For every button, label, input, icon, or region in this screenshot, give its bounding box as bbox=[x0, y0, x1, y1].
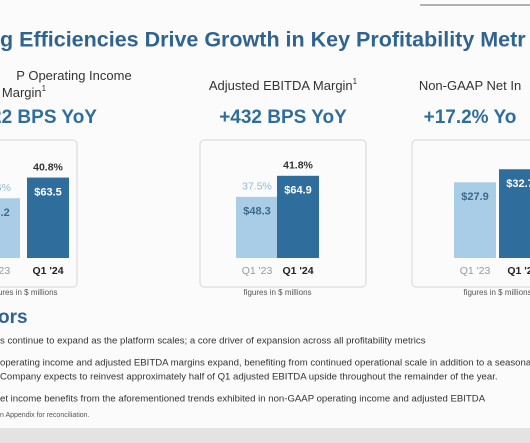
margin-label: 37.5% bbox=[242, 181, 272, 193]
value-label: $32.7 bbox=[506, 178, 530, 190]
x-tick-label: Q1 '23 bbox=[242, 265, 273, 277]
footnote-marker: 1 bbox=[353, 77, 358, 86]
value-label: 47.2 bbox=[0, 207, 10, 219]
chart-title-text: Adjusted EBITDA Margin bbox=[209, 78, 353, 93]
chart-title: Non-GAAP Net In bbox=[419, 78, 521, 93]
value-label: $63.5 bbox=[34, 186, 62, 198]
margin-label: 41.8% bbox=[283, 160, 313, 172]
chart-footer: figures in $ millions bbox=[0, 288, 58, 297]
x-tick-label: 1 '23 bbox=[0, 265, 10, 277]
chart-title: Margin1 bbox=[2, 84, 47, 100]
chart-footer: figures in $ millions bbox=[463, 288, 530, 297]
headline: +432 BPS YoY bbox=[219, 107, 347, 128]
chart-frame bbox=[411, 139, 530, 288]
headline: 22 BPS YoY bbox=[0, 107, 97, 128]
margin-label: 6.6% bbox=[0, 182, 11, 194]
chart-title: Adjusted EBITDA Margin1 bbox=[209, 77, 358, 93]
value-label: $64.9 bbox=[284, 185, 312, 197]
value-label: $48.3 bbox=[243, 206, 271, 218]
x-tick-label: Q1 '23 bbox=[460, 265, 491, 277]
x-tick-label: Q1 '2 bbox=[507, 265, 530, 277]
bar bbox=[0, 198, 20, 258]
footnote: n Appendix for reconciliation. bbox=[0, 412, 90, 419]
chart-title: P Operating Income bbox=[16, 68, 131, 83]
chart-footer: figures in $ millions bbox=[243, 288, 311, 297]
bar bbox=[454, 182, 496, 258]
bullet: s continue to expand as the platform sca… bbox=[0, 336, 426, 347]
chart-title-text: P Operating Income bbox=[16, 68, 131, 83]
bar bbox=[27, 177, 69, 258]
value-label: $27.9 bbox=[461, 191, 489, 203]
bullet: Company expects to reinvest approximatel… bbox=[0, 372, 498, 383]
bar bbox=[236, 196, 278, 258]
chart-frame bbox=[199, 139, 367, 288]
bullet: operating income and adjusted EBITDA mar… bbox=[0, 358, 530, 369]
slide-title: g Efficiencies Drive Growth in Key Profi… bbox=[0, 28, 526, 52]
bottom-band bbox=[0, 428, 530, 443]
chart-title-text: Non-GAAP Net In bbox=[419, 78, 521, 93]
bullet: et income benefits from the aforemention… bbox=[0, 394, 486, 405]
chart-title-text: Margin bbox=[2, 85, 42, 100]
x-tick-label: Q1 '24 bbox=[282, 265, 313, 277]
headline: +17.2% Yo bbox=[424, 107, 517, 128]
margin-label: 40.8% bbox=[33, 161, 63, 173]
x-tick-label: Q1 '24 bbox=[32, 265, 63, 277]
footnote-marker: 1 bbox=[42, 84, 47, 93]
chart-frame bbox=[0, 139, 78, 288]
bar bbox=[277, 175, 319, 258]
drivers-heading: ors bbox=[0, 307, 28, 328]
bar bbox=[499, 169, 530, 258]
